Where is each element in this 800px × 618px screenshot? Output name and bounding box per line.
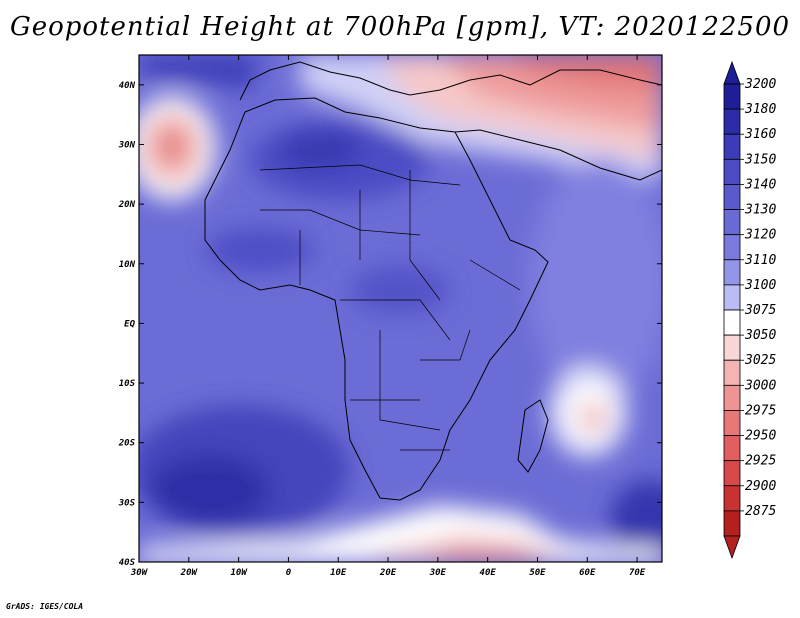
lon-tick-label: 20E <box>379 568 397 578</box>
map-title: Geopotential Height at 700hPa [gpm], VT:… <box>9 12 791 42</box>
colorbar-label: 3180 <box>744 102 776 117</box>
colorbar-label: 3200 <box>744 77 776 92</box>
colorbar-label: 3140 <box>744 177 776 192</box>
colorbar-label: 3150 <box>744 152 776 167</box>
colorbar-label: 3110 <box>744 253 776 268</box>
colorbar-swatch <box>723 309 741 336</box>
lat-tick-label: 40N <box>119 81 136 91</box>
colorbar-bottom-arrow <box>723 535 741 560</box>
lon-tick-label: 20W <box>180 568 199 578</box>
colorbar-swatch <box>723 259 741 286</box>
country-borders <box>259 164 521 451</box>
lon-tick-label: 40E <box>480 568 497 578</box>
lat-tick-label: 20S <box>118 439 136 449</box>
lat-tick-label: 10N <box>119 260 136 270</box>
colorbar-swatch <box>723 209 741 236</box>
colorbar-swatch <box>723 410 741 436</box>
lat-tick-label: 20N <box>118 200 136 210</box>
colorbar-swatch <box>723 460 741 487</box>
colorbar-swatch <box>723 184 741 210</box>
lat-tick-label: 30S <box>118 498 136 508</box>
lat-tick-label: 40S <box>119 558 136 568</box>
colorbar-swatch <box>723 359 741 386</box>
lon-tick-label: 0 <box>286 568 292 578</box>
plot-frame <box>138 54 663 563</box>
grads-credit: GrADS: IGES/COLA <box>6 602 84 611</box>
lon-tick-label: 50E <box>529 568 546 578</box>
arabia-coastline <box>454 129 662 181</box>
colorbar-swatch <box>723 485 741 512</box>
colorbar-swatch <box>723 133 741 160</box>
colorbar: 3200 3180 3160 3150 3140 3130 3120 3110 3100 3075… <box>723 60 776 560</box>
colorbar-label: 2950 <box>745 429 776 444</box>
colorbar-swatch <box>723 510 741 537</box>
colorbar-label: 3160 <box>744 127 776 142</box>
colorbar-label: 2875 <box>745 504 776 519</box>
colorbar-label: 3120 <box>744 228 776 243</box>
lon-tick-label: 10E <box>330 568 347 578</box>
colorbar-swatch <box>723 334 741 361</box>
colorbar-label: 3050 <box>744 328 776 343</box>
lat-tick-label: EQ <box>124 319 135 329</box>
height-field <box>139 55 662 562</box>
colorbar-swatch <box>723 384 741 411</box>
lat-tick-label: 30N <box>118 140 136 150</box>
lon-tick-label: 30E <box>429 568 447 578</box>
colorbar-swatch <box>723 435 741 462</box>
lon-tick-label: 70E <box>629 568 646 578</box>
colorbar-label: 2925 <box>745 454 776 469</box>
lon-tick-label: 60E <box>579 568 596 578</box>
colorbar-swatch <box>723 284 741 311</box>
colorbar-label: 3075 <box>744 303 776 318</box>
colorbar-label: 2900 <box>745 479 776 494</box>
coastlines <box>204 61 662 501</box>
europe-coastline <box>239 61 662 101</box>
colorbar-label: 3130 <box>744 203 776 218</box>
colorbar-swatch <box>723 158 741 185</box>
lon-tick-label: 10W <box>230 568 248 578</box>
axis-ticks: 30W 20W 10W 0 10E 20E 30E 40E 50E 60E 70E 40N 30N 20N… <box>118 55 662 578</box>
colorbar-label: 3000 <box>744 378 776 393</box>
colorbar-label: 3100 <box>744 278 776 293</box>
colorbar-label: 2975 <box>745 403 776 418</box>
colorbar-label: 3025 <box>744 353 776 368</box>
colorbar-top-arrow <box>723 60 741 85</box>
colorbar-swatch <box>723 234 741 261</box>
lon-tick-label: 30W <box>130 568 149 578</box>
lat-tick-label: 10S <box>119 379 136 389</box>
colorbar-swatch <box>723 108 741 135</box>
colorbar-swatch <box>723 83 741 110</box>
madagascar-coastline <box>517 399 549 473</box>
